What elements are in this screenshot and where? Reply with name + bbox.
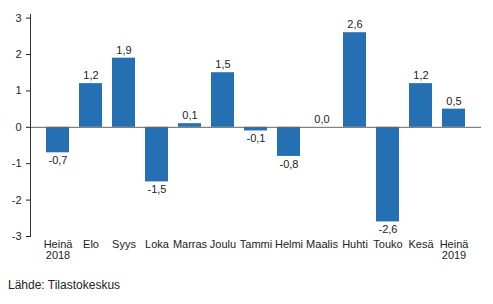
svg-text:Marras: Marras [173, 238, 208, 250]
svg-text:-1,5: -1,5 [148, 183, 167, 195]
svg-text:-3: -3 [12, 230, 22, 242]
svg-text:Joulu: Joulu [210, 238, 236, 250]
svg-text:0: 0 [15, 121, 21, 133]
svg-text:Huhti: Huhti [342, 238, 368, 250]
svg-text:-0,8: -0,8 [280, 158, 299, 170]
svg-text:0,0: 0,0 [314, 113, 329, 125]
svg-text:1,2: 1,2 [413, 69, 428, 81]
svg-text:Syys: Syys [112, 238, 136, 250]
svg-text:Kesä: Kesä [408, 238, 434, 250]
svg-text:1,9: 1,9 [116, 44, 131, 56]
svg-text:-0,1: -0,1 [247, 132, 266, 144]
svg-text:Elo: Elo [83, 238, 99, 250]
svg-text:0,5: 0,5 [446, 95, 461, 107]
svg-text:Touko: Touko [373, 238, 402, 250]
svg-text:Heinä2018: Heinä2018 [44, 238, 74, 261]
svg-text:1,2: 1,2 [83, 69, 98, 81]
svg-text:-2,6: -2,6 [379, 223, 398, 235]
svg-text:Helmi: Helmi [275, 238, 303, 250]
svg-text:-2: -2 [12, 194, 22, 206]
svg-text:Tammi: Tammi [240, 238, 272, 250]
svg-text:1: 1 [15, 84, 21, 96]
svg-text:Maalis: Maalis [306, 238, 338, 250]
svg-text:3: 3 [15, 12, 21, 24]
svg-text:-1: -1 [12, 157, 22, 169]
svg-text:2,6: 2,6 [347, 18, 362, 30]
svg-text:2: 2 [15, 48, 21, 60]
html-text:Lähde: Tilastokeskus: Lähde: Tilastokeskus [8, 278, 121, 292]
svg-text:Heinä2019: Heinä2019 [440, 238, 470, 261]
svg-text:-0,7: -0,7 [49, 154, 68, 166]
svg-text:0,1: 0,1 [182, 109, 197, 121]
svg-text:1,5: 1,5 [215, 58, 230, 70]
svg-text:Loka: Loka [145, 238, 170, 250]
